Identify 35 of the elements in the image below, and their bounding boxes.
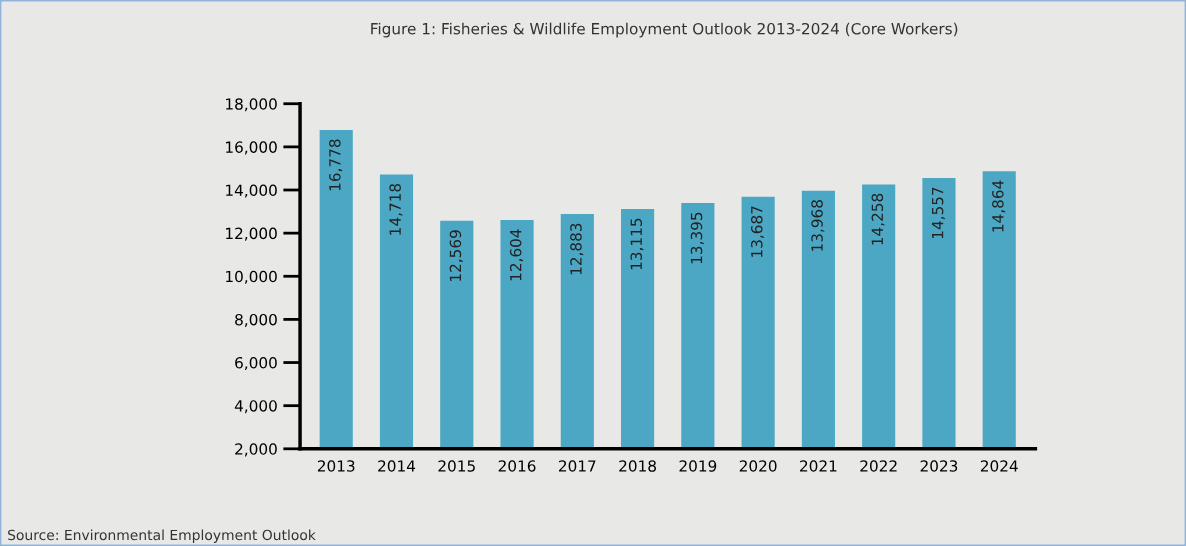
y-tick-label: 16,000 [226,141,277,155]
x-tick-label: 2013 [317,460,355,472]
data-label: 13,687 [751,206,765,257]
y-tick-label: 18,000 [226,98,277,112]
data-label: 12,604 [509,229,524,281]
data-label: 13,115 [630,218,644,270]
data-label: 14,718 [389,183,403,235]
x-tick-label: 2020 [739,460,777,472]
y-tick-label: 4,000 [234,400,277,414]
x-tick-label: 2016 [498,460,536,472]
x-tick-label: 2017 [558,460,596,472]
data-label: 12,883 [570,223,584,275]
y-tick-label: 10,000 [226,270,277,284]
data-label: 12,569 [449,230,463,281]
data-label: 13,968 [811,200,825,251]
x-tick-label: 2021 [800,460,837,472]
y-tick-label: 6,000 [235,357,277,371]
x-tick-label: 2022 [860,460,897,472]
x-tick-label: 2015 [438,460,475,472]
x-tick-label: 2018 [619,460,656,472]
x-tick-label: 2024 [980,460,1018,472]
x-tick-label: 2014 [378,460,416,472]
chart-title: Figure 1: Fisheries & Wildlife Employment Outlook 2013-2024 (Core Workers) [371,22,958,38]
source-note: Source: Environmental Employment Outlook [8,529,316,543]
data-label: 14,557 [932,187,945,239]
y-tick-label: 14,000 [226,184,277,198]
x-tick-label: 2019 [679,460,717,472]
data-label: 16,778 [329,139,343,191]
y-tick-label: 12,000 [226,227,277,241]
x-tick-label: 2023 [920,460,958,472]
data-label: 14,258 [871,193,885,245]
data-label: 13,395 [690,212,704,264]
y-tick-label: 2,000 [235,443,277,457]
y-tick-label: 8,000 [235,313,277,327]
data-label: 14,864 [992,180,1006,232]
